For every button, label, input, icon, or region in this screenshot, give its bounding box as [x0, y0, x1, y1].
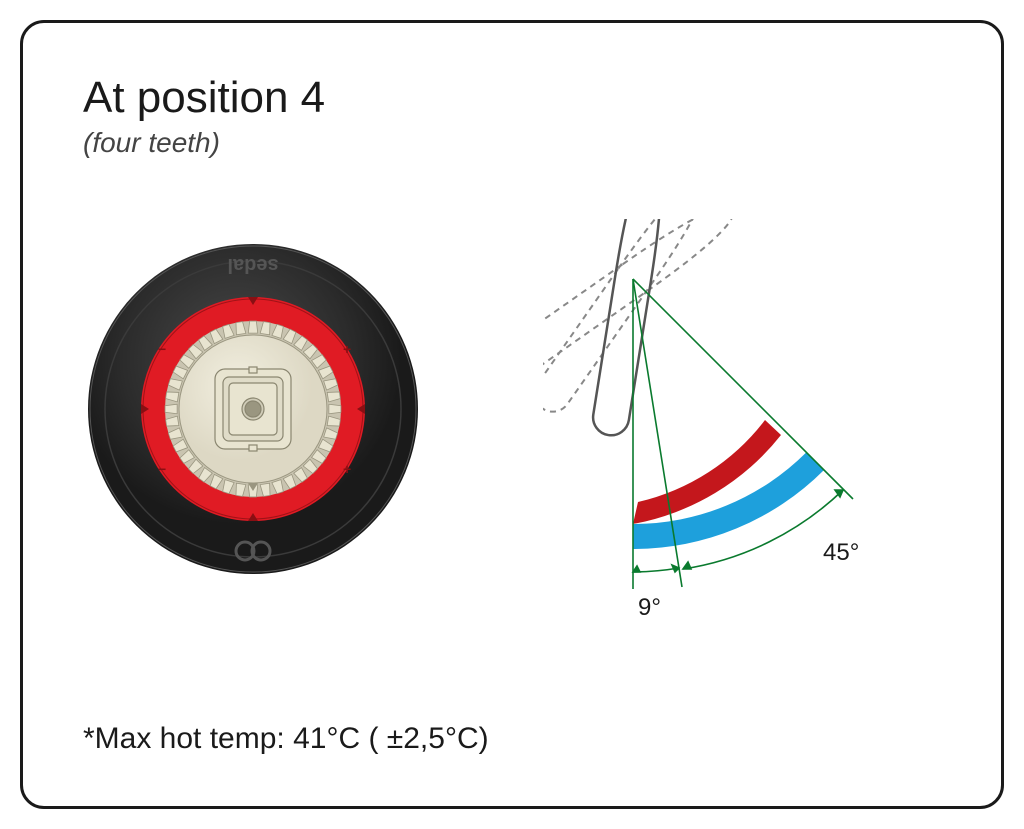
- cartridge-illustration: sedal + − +: [83, 239, 423, 579]
- handle-solid: [591, 219, 670, 438]
- svg-text:+: +: [343, 341, 351, 357]
- title: At position 4: [83, 73, 941, 123]
- footnote: *Max hot temp: 41°C ( ±2,5°C): [83, 722, 489, 756]
- inner-angle-label: 9°: [638, 594, 661, 622]
- handle-dashed-1: [543, 219, 718, 419]
- center-mechanism: [215, 367, 291, 451]
- content-row: sedal + − +: [83, 219, 941, 639]
- outer-angle-label: 45°: [823, 539, 859, 567]
- svg-text:+: +: [343, 461, 351, 477]
- brand-text-top: sedal: [227, 254, 278, 276]
- diagram-frame: At position 4 (four teeth): [20, 20, 1004, 809]
- subtitle: (four teeth): [83, 127, 941, 159]
- svg-text:−: −: [158, 341, 166, 357]
- svg-text:−: −: [158, 461, 166, 477]
- angle-diagram: 9° 45°: [543, 219, 923, 639]
